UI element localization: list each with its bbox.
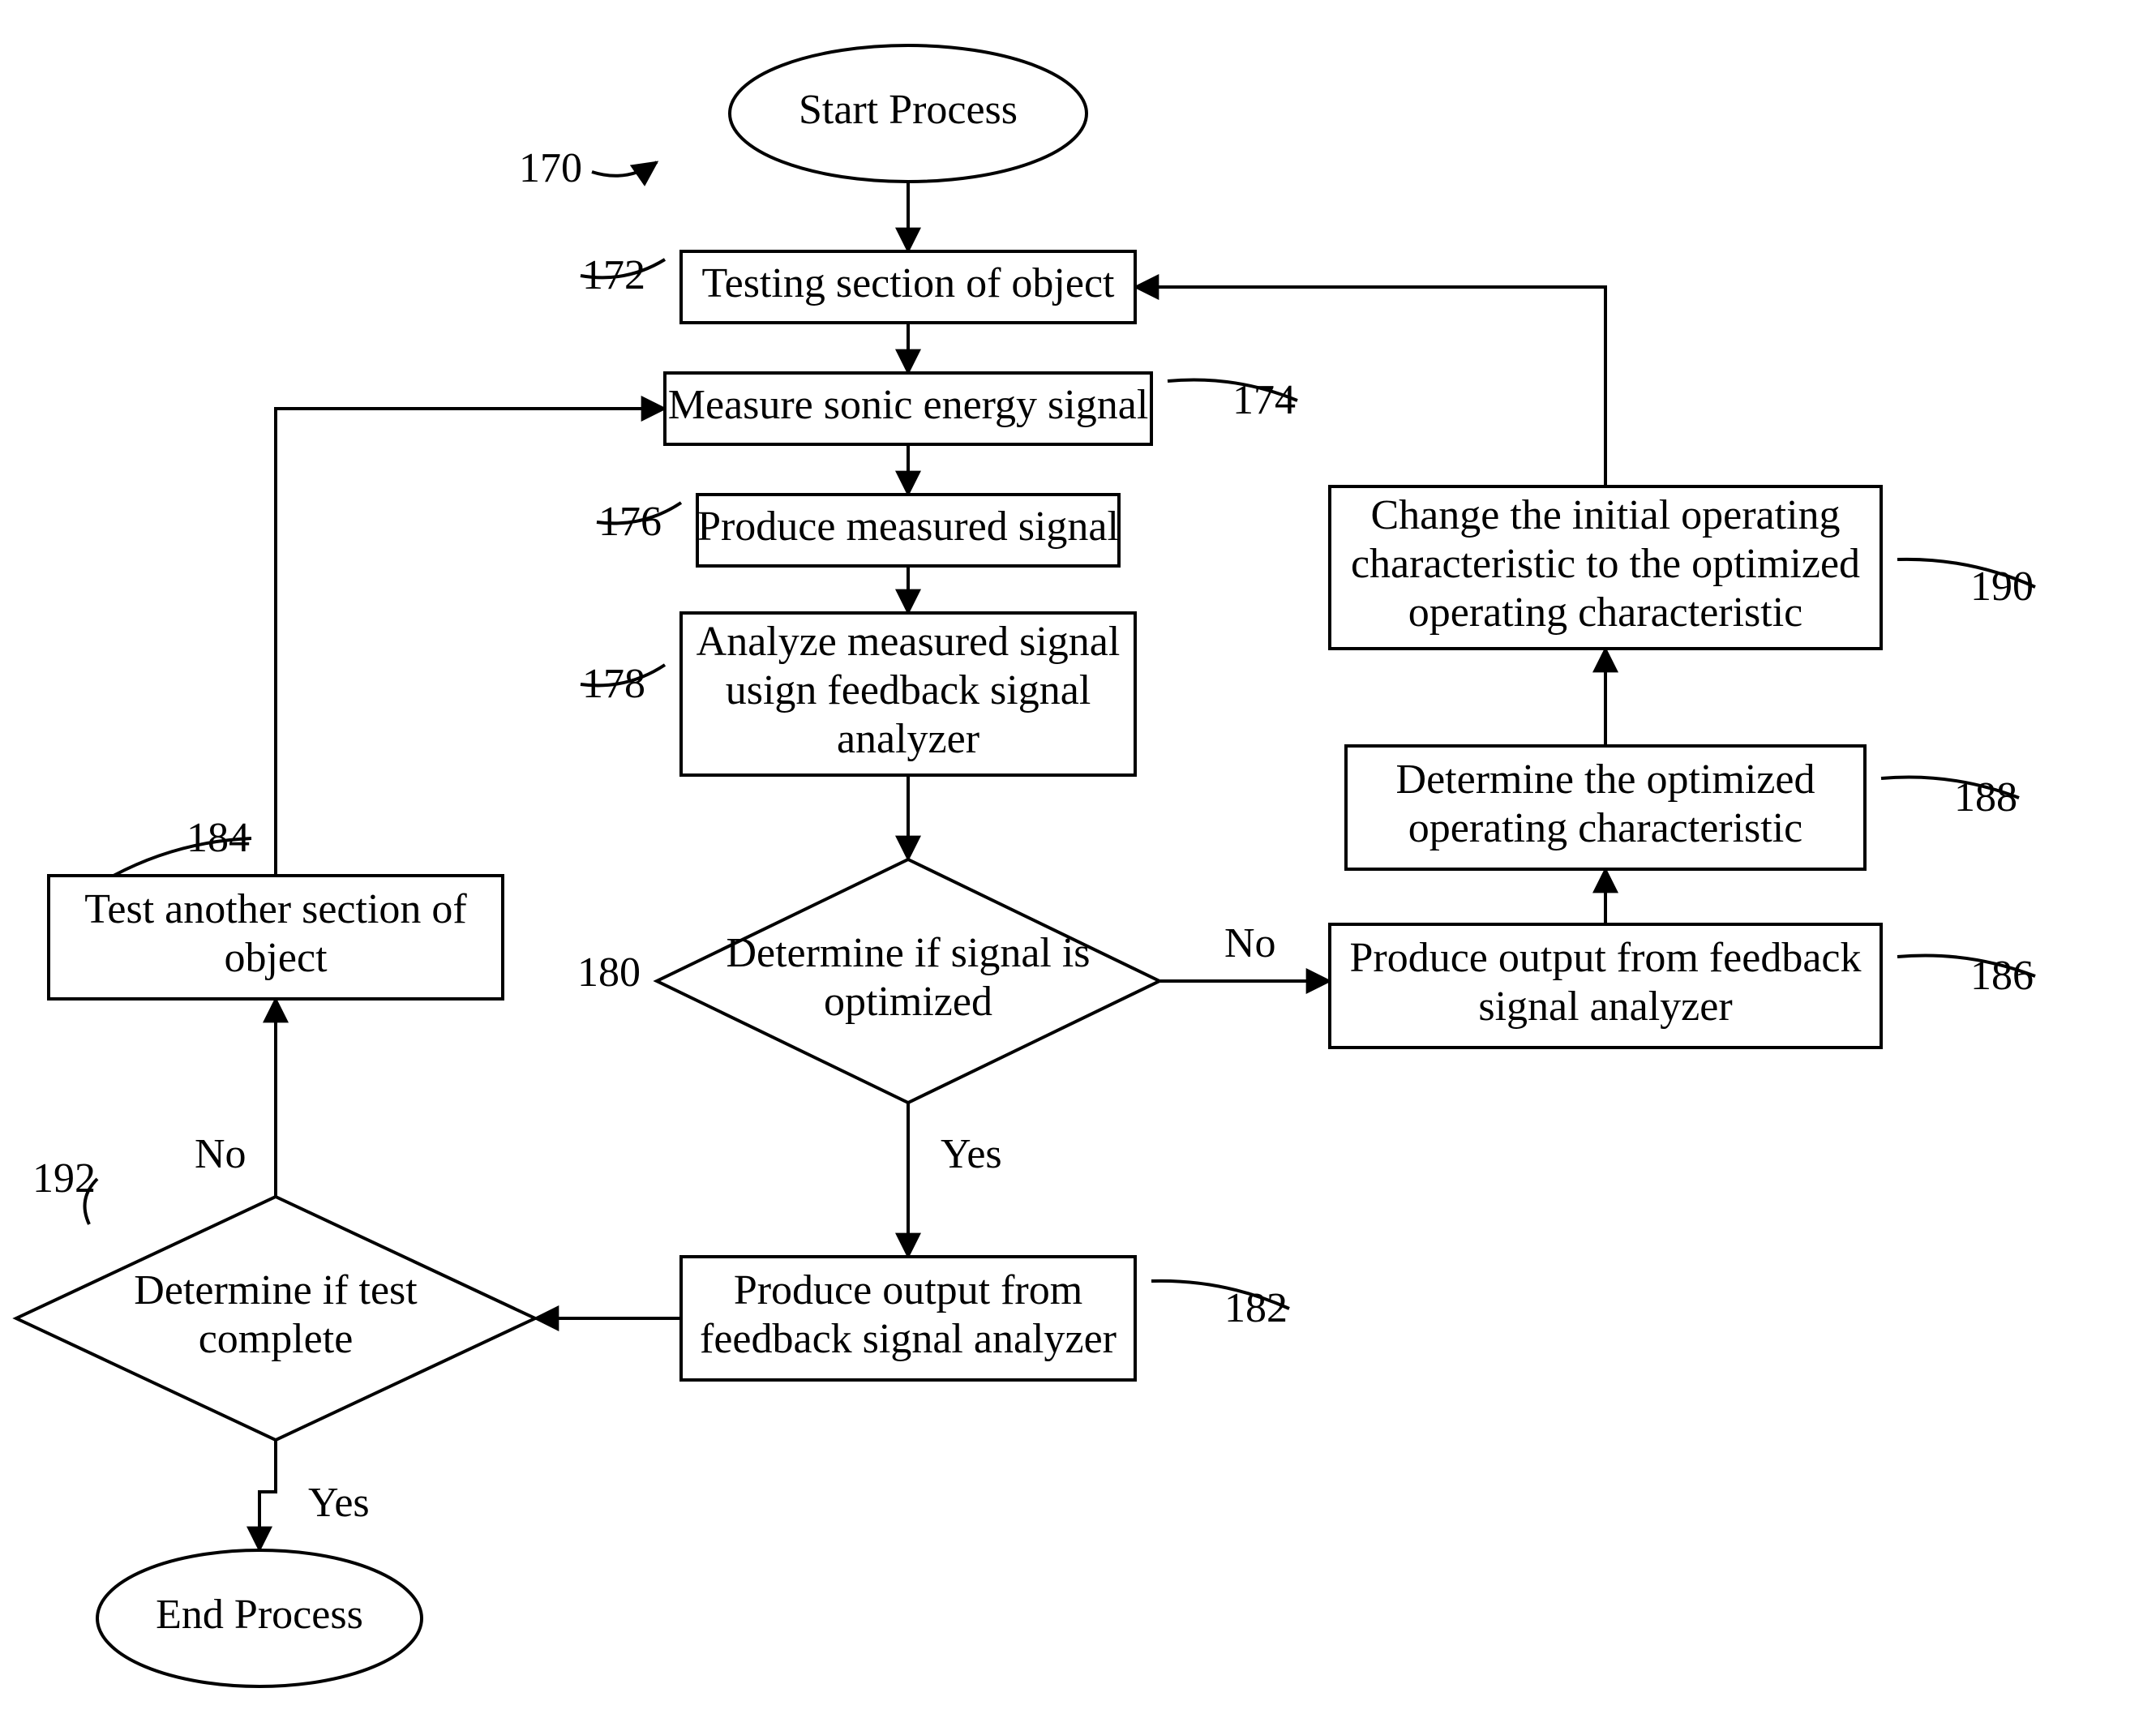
ref-label: 190	[1970, 563, 2034, 610]
ref-label: 180	[577, 949, 641, 996]
ref-label: 192	[32, 1155, 96, 1202]
svg-text:characteristic to the optimize: characteristic to the optimized	[1351, 541, 1860, 587]
svg-text:Determine if test: Determine if test	[134, 1267, 418, 1313]
ref-label: 188	[1954, 774, 2017, 821]
ref-label: 178	[582, 661, 645, 707]
svg-text:Measure sonic energy signal: Measure sonic energy signal	[668, 382, 1149, 428]
edge-label: Yes	[308, 1480, 370, 1526]
node-n178: Analyze measured signalusign feedback si…	[681, 613, 1135, 775]
svg-text:Test another section of: Test another section of	[84, 886, 467, 932]
flow-edge	[259, 1440, 276, 1550]
svg-text:Produce output from: Produce output from	[734, 1267, 1082, 1313]
svg-text:complete: complete	[199, 1316, 354, 1362]
node-n176: Produce measured signal	[697, 495, 1119, 566]
edge-label: No	[1224, 920, 1276, 966]
svg-text:Produce measured signal: Produce measured signal	[697, 503, 1119, 550]
ref-label: 184	[186, 815, 250, 861]
node-n174: Measure sonic energy signal	[665, 373, 1151, 444]
svg-text:operating characteristic: operating characteristic	[1408, 805, 1803, 851]
ref-label: 170	[519, 145, 582, 191]
node-start: Start Process	[730, 45, 1087, 182]
node-n192: Determine if testcomplete	[16, 1197, 535, 1440]
svg-text:Determine if signal is: Determine if signal is	[726, 930, 1090, 976]
ref-label: 174	[1232, 377, 1296, 423]
edge-label: No	[195, 1131, 246, 1177]
node-n182: Produce output fromfeedback signal analy…	[681, 1257, 1135, 1380]
node-n186: Produce output from feedbacksignal analy…	[1330, 924, 1881, 1048]
svg-text:signal analyzer: signal analyzer	[1478, 983, 1732, 1030]
svg-text:Analyze measured signal: Analyze measured signal	[697, 619, 1121, 665]
svg-text:Produce output from feedback: Produce output from feedback	[1349, 935, 1861, 981]
svg-text:object: object	[224, 935, 328, 981]
flow-edge	[1135, 287, 1605, 486]
svg-text:optimized: optimized	[824, 979, 992, 1025]
node-n188: Determine the optimizedoperating charact…	[1346, 746, 1865, 869]
svg-text:analyzer: analyzer	[837, 716, 979, 762]
svg-text:usign feedback signal: usign feedback signal	[726, 667, 1091, 713]
svg-text:feedback signal analyzer: feedback signal analyzer	[700, 1316, 1117, 1362]
node-n184: Test another section ofobject	[49, 876, 503, 999]
svg-text:Testing section of object: Testing section of object	[701, 260, 1115, 306]
node-end: End Process	[97, 1550, 422, 1686]
node-n172: Testing section of object	[681, 251, 1135, 323]
svg-text:Start Process: Start Process	[799, 87, 1018, 133]
svg-text:Change the initial operating: Change the initial operating	[1370, 492, 1840, 538]
flow-edge	[276, 409, 665, 876]
node-n190: Change the initial operatingcharacterist…	[1330, 486, 1881, 649]
svg-text:operating characteristic: operating characteristic	[1408, 589, 1803, 636]
svg-text:End Process: End Process	[156, 1592, 363, 1638]
svg-text:Determine the optimized: Determine the optimized	[1396, 756, 1815, 803]
ref-label: 172	[582, 252, 645, 298]
ref-label: 182	[1224, 1285, 1288, 1331]
ref-label: 186	[1970, 953, 2034, 999]
ref-label: 176	[598, 499, 662, 545]
node-n180: Determine if signal isoptimized	[657, 859, 1159, 1103]
edge-label: Yes	[941, 1131, 1002, 1177]
